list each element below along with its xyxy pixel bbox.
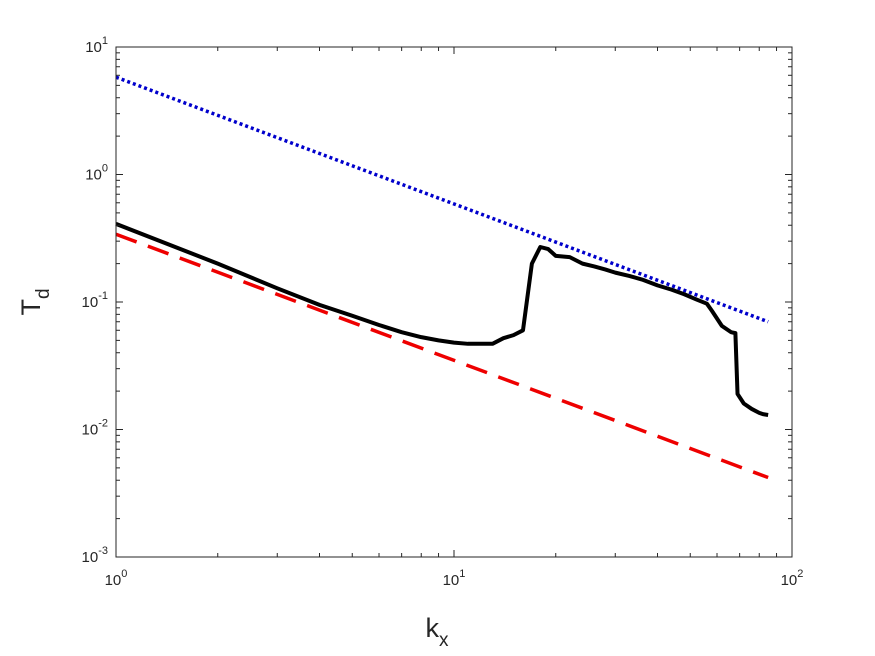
plot-frame [115,46,793,558]
y-axis-label: Td [16,288,54,315]
x-tick-label: 100 [105,568,128,589]
y-tick-label: 100 [85,163,108,184]
y-tick-label: 10-1 [82,290,108,311]
x-axis-label: kx [426,613,450,651]
x-tick-label: 102 [781,568,804,589]
y-tick-label: 10-2 [82,418,108,439]
x-tick-label: 101 [443,568,466,589]
series-line-dashed [115,232,769,480]
series-line-dotted [115,75,769,324]
y-tick-label: 10-3 [82,545,108,566]
tick-layer: 100 101 102 10-3 10-2 10-1 100 101 [82,35,804,589]
y-tick-label: 101 [85,35,108,56]
series-layer [115,75,769,480]
series-line-solid [115,222,769,417]
